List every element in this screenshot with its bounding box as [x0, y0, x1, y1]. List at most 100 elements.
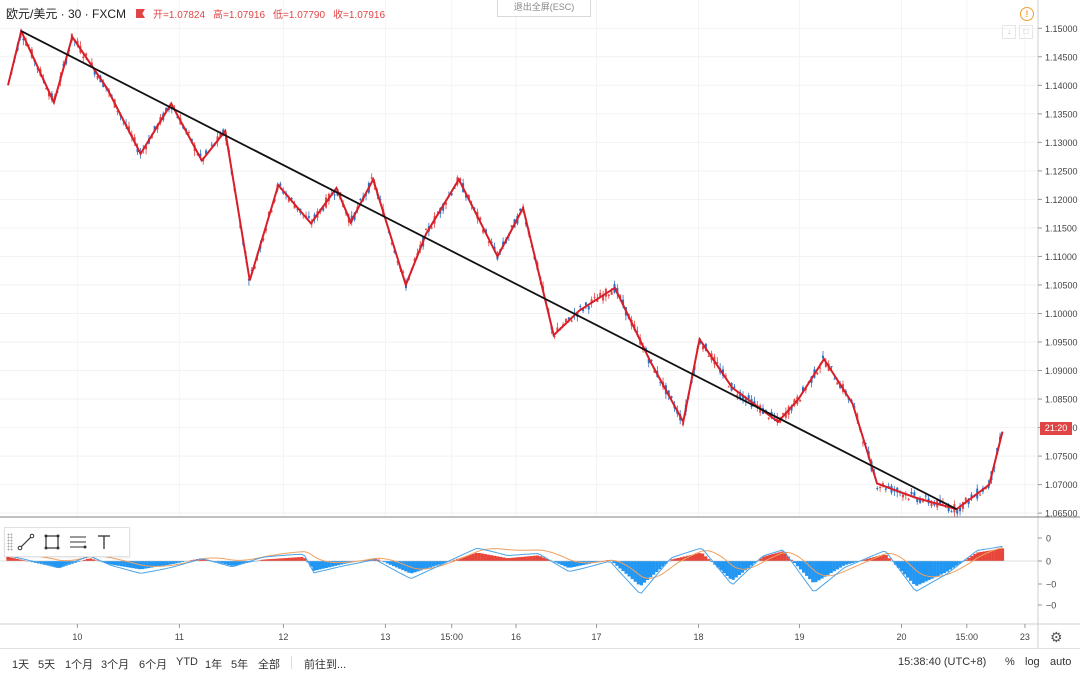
macd-histogram-bar	[823, 561, 827, 577]
candle-body	[279, 183, 282, 186]
price-tick-label: 1.12500	[1045, 166, 1078, 176]
macd-histogram-bar	[82, 559, 87, 561]
macd-histogram-bar	[826, 561, 830, 575]
macd-histogram-bar	[113, 561, 117, 566]
range-3m-button[interactable]: 3个月	[101, 659, 130, 671]
candle-body	[947, 506, 950, 512]
range-all-button[interactable]: 全部	[258, 659, 280, 671]
macd-histogram-bar	[572, 561, 576, 567]
candle-body	[950, 511, 953, 513]
goto-date-button[interactable]: 前往到...	[304, 659, 347, 671]
macd-histogram-bar	[817, 561, 821, 581]
macd-histogram-bar	[805, 561, 809, 576]
macd-histogram-bar	[92, 559, 96, 561]
macd-histogram-bar	[281, 558, 285, 561]
arrow-down-icon[interactable]: ↓	[1002, 25, 1016, 39]
macd-histogram-bar	[52, 561, 56, 567]
macd-histogram-bar	[915, 561, 919, 586]
drag-handle-icon[interactable]	[7, 533, 13, 551]
macd-histogram-bar	[694, 553, 699, 561]
candle-body	[187, 132, 190, 134]
macd-histogram-bar	[275, 558, 279, 561]
macd-histogram-bar	[994, 549, 998, 561]
candle-body	[707, 355, 710, 357]
range-ytd-button[interactable]: YTD	[176, 656, 198, 668]
macd-histogram-bar	[780, 551, 784, 561]
macd-histogram-bar	[486, 554, 491, 561]
macd-histogram-bar	[835, 561, 839, 570]
symbol-title[interactable]: 欧元/美元 · 30 · FXCM	[6, 7, 127, 21]
macd-histogram-bar	[443, 561, 448, 563]
drawings	[7, 28, 1004, 511]
candle-body	[296, 208, 299, 210]
candle-body	[967, 498, 970, 505]
macd-histogram-bar	[404, 561, 408, 572]
macd-histogram-bar	[434, 561, 438, 566]
macd-histogram-bar	[958, 561, 962, 564]
macd-histogram-bar	[811, 561, 815, 583]
macd-histogram-bar	[422, 561, 426, 570]
macd-histogram-bar	[743, 561, 748, 571]
rectangle-tool-icon[interactable]	[39, 529, 65, 555]
macd-histogram-bar	[376, 559, 380, 561]
price-tick-label: 1.14000	[1045, 81, 1078, 91]
macd-histogram-bar	[774, 553, 778, 561]
candle-body	[836, 382, 839, 385]
candle-body	[62, 64, 65, 66]
candle-body	[670, 396, 673, 398]
macd-histogram-bar	[685, 555, 689, 561]
candle-body	[136, 148, 139, 153]
ohlc-high: 高=1.07916	[213, 6, 265, 21]
macd-histogram-bar	[324, 561, 328, 568]
candle-body	[359, 199, 362, 201]
settings-gear-icon[interactable]: ⚙	[1050, 629, 1063, 645]
range-1d-button[interactable]: 1天	[12, 659, 30, 671]
range-1m-button[interactable]: 1个月	[65, 659, 94, 671]
exit-fullscreen-button[interactable]: 退出全屏(ESC)	[497, 0, 591, 17]
maximize-icon[interactable]: □	[1019, 25, 1033, 39]
auto-scale-toggle[interactable]: auto	[1050, 656, 1072, 668]
candle-body	[602, 294, 605, 301]
macd-histogram-bar	[502, 557, 506, 561]
range-5y-button[interactable]: 5年	[231, 659, 249, 671]
percent-scale-toggle[interactable]: %	[1005, 656, 1015, 668]
macd-histogram-bar	[664, 561, 668, 565]
fib-retracement-tool-icon[interactable]	[65, 529, 91, 555]
macd-histogram-bar	[899, 561, 904, 572]
macd-histogram-bar	[973, 553, 977, 561]
range-1y-button[interactable]: 1年	[205, 659, 223, 671]
clock-display[interactable]: 15:38:40 (UTC+8)	[898, 656, 987, 668]
price-tick-label: 1.13500	[1045, 109, 1078, 119]
range-6m-button[interactable]: 6个月	[139, 659, 168, 671]
symbol-legend[interactable]: 欧元/美元 · 30 · FXCM 开=1.07824 高=1.07916 低=…	[6, 5, 389, 22]
trend-line-tool-icon[interactable]	[13, 529, 39, 555]
macd-histogram-bar	[55, 561, 59, 568]
log-scale-toggle[interactable]: log	[1025, 656, 1040, 668]
macd-histogram-bar	[887, 558, 891, 561]
price-tick-label: 1.11000	[1045, 252, 1077, 262]
macd-histogram-bar	[612, 561, 616, 564]
text-tool-icon[interactable]	[91, 529, 117, 555]
candle-body	[821, 355, 824, 359]
macd-histogram-bar	[734, 561, 738, 578]
macd-histogram-bar	[529, 556, 533, 561]
candle-body	[145, 146, 148, 150]
drawing-toolbar[interactable]	[4, 527, 130, 557]
macd-histogram-bar	[795, 561, 800, 567]
candle-body	[879, 486, 882, 488]
close-label: 收=	[333, 10, 349, 21]
price-tick-label: 1.09500	[1045, 338, 1078, 348]
candle-body	[727, 386, 730, 388]
range-5d-button[interactable]: 5天	[38, 659, 56, 671]
macd-histogram-bar	[395, 561, 399, 568]
close-value: 1.07916	[348, 10, 386, 21]
macd-histogram-bar	[749, 561, 754, 566]
candle-body	[716, 362, 719, 364]
candle-body	[764, 409, 767, 411]
low-value: 1.07790	[288, 10, 326, 21]
macd-histogram-bar	[630, 561, 634, 580]
macd-histogram-bar	[866, 558, 870, 561]
macd-histogram-bar	[832, 561, 836, 572]
alert-icon[interactable]: !	[1020, 7, 1034, 21]
